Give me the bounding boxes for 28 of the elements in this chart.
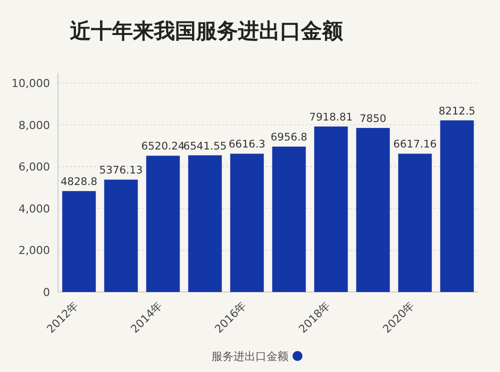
bar [146,156,180,292]
bar [230,154,264,292]
bar [104,180,138,292]
bar [188,155,222,292]
legend-label: 服务进出口金额 [212,350,288,363]
y-tick-label: 10,000 [12,77,50,90]
bar [62,191,96,292]
data-label: 6541.55 [183,140,227,152]
data-label: 6616.3 [228,138,266,151]
bar [398,154,432,292]
data-label: 4828.8 [60,176,98,188]
data-label: 8212.5 [438,105,476,118]
y-tick-label: 8,000 [18,118,50,132]
data-label: 6520.24 [141,140,186,153]
y-tick-label: 4,000 [18,202,50,216]
data-label: 6956.8 [270,132,308,144]
data-label: 6617.16 [393,138,438,151]
data-label: 5376.13 [99,164,143,177]
y-tick-label: 6,000 [18,160,50,174]
bar [272,146,306,292]
data-label: 7918.81 [309,111,353,124]
bar [356,128,390,292]
y-tick-label: 0 [43,286,50,299]
y-tick-label: 2,000 [18,244,50,258]
bar [314,126,348,292]
chart-title: 近十年来我国服务进出口金额 [69,19,344,43]
data-label: 7850 [360,112,386,125]
bar [440,120,474,292]
